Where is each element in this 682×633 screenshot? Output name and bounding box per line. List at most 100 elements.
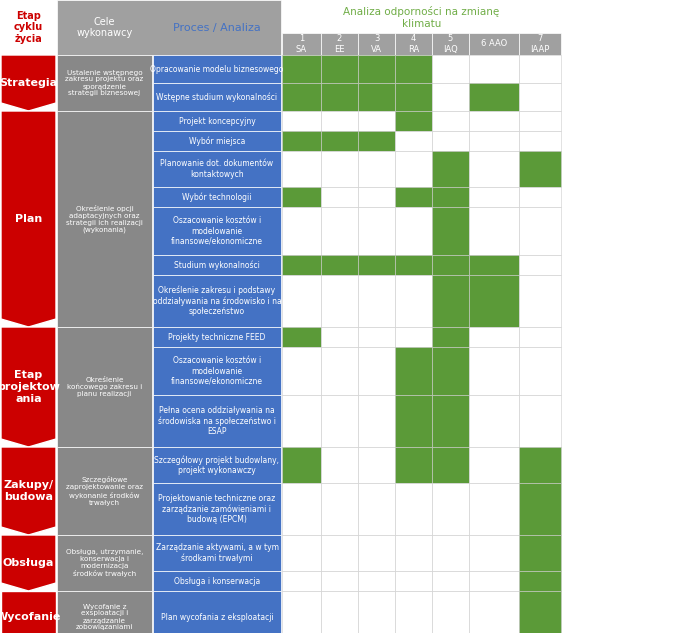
Bar [519,347,561,395]
Bar [395,207,432,255]
Bar [153,395,281,447]
Bar [432,33,469,55]
Text: 5
IAQ: 5 IAQ [443,34,458,54]
Text: 2
EE: 2 EE [334,34,344,54]
Text: 1
SA: 1 SA [296,34,307,54]
Text: Określenie
końcowego zakresu i
planu realizacji: Określenie końcowego zakresu i planu rea… [67,377,142,398]
Bar [321,83,358,111]
Bar [395,55,432,83]
Bar [358,83,395,111]
Bar [282,255,321,275]
Text: Strategia: Strategia [0,78,57,88]
Bar [153,255,281,275]
Bar [153,327,281,347]
Bar [395,571,432,591]
Text: Projektowanie techniczne oraz
zarządzanie zamówieniami i
budową (EPCM): Projektowanie techniczne oraz zarządzani… [158,494,276,524]
Bar [57,327,152,447]
Bar [432,207,469,255]
Polygon shape [1,111,56,327]
Bar [153,151,281,187]
Bar [432,571,469,591]
Bar [358,347,395,395]
Bar [469,255,519,275]
Bar [395,327,432,347]
Bar [469,111,519,131]
Bar [321,395,358,447]
Bar [432,327,469,347]
Polygon shape [1,447,56,535]
Bar [358,111,395,131]
Text: Wycofanie: Wycofanie [0,612,61,622]
Text: Wybór technologii: Wybór technologii [182,192,252,202]
Bar [519,33,561,55]
Bar [282,187,321,207]
Bar [153,131,281,151]
Text: Określenie zakresu i podstawy
oddziaływania na środowisko i na
społeczeństwo: Określenie zakresu i podstawy oddziaływa… [153,285,282,316]
Bar [358,55,395,83]
Bar [57,0,281,55]
Bar [395,395,432,447]
Bar [282,483,321,535]
Bar [282,83,321,111]
Bar [469,207,519,255]
Bar [153,571,281,591]
Bar [282,207,321,255]
Polygon shape [1,591,56,633]
Bar [519,151,561,187]
Bar [519,395,561,447]
Bar [519,571,561,591]
Text: Zakupy/
budowa: Zakupy/ budowa [3,480,54,502]
Bar [358,591,395,633]
Bar [153,483,281,535]
Bar [358,483,395,535]
Bar [432,131,469,151]
Bar [358,535,395,571]
Bar [358,207,395,255]
Bar [469,591,519,633]
Bar [395,447,432,483]
Bar [57,55,152,111]
Bar [469,571,519,591]
Bar [358,327,395,347]
Bar [432,255,469,275]
Bar [358,151,395,187]
Bar [282,55,321,83]
Bar [282,347,321,395]
Bar [519,447,561,483]
Bar [321,111,358,131]
Bar [57,111,152,327]
Bar [282,151,321,187]
Bar [519,131,561,151]
Bar [321,483,358,535]
Bar [395,347,432,395]
Bar [519,255,561,275]
Bar [321,535,358,571]
Text: 3
VA: 3 VA [371,34,382,54]
Text: Studium wykonalności: Studium wykonalności [174,260,260,270]
Bar [469,151,519,187]
Bar [469,535,519,571]
Text: Opracowanie modelu biznesowego: Opracowanie modelu biznesowego [150,65,284,73]
Bar [57,591,152,633]
Bar [519,275,561,327]
Bar [395,111,432,131]
Bar [321,327,358,347]
Bar [519,187,561,207]
Bar [321,33,358,55]
Text: Projekty techniczne FEED: Projekty techniczne FEED [168,332,266,341]
Polygon shape [1,327,56,447]
Bar [153,83,281,111]
Bar [519,207,561,255]
Text: Plan wycofania z eksploatacji: Plan wycofania z eksploatacji [161,613,273,622]
Text: Ustalenie wstępnego
zakresu projektu oraz
sporądzenie
strategii biznesowej: Ustalenie wstępnego zakresu projektu ora… [65,70,144,96]
Text: Etap
cyklu
życia: Etap cyklu życia [14,11,43,44]
Bar [432,83,469,111]
Bar [519,111,561,131]
Bar [519,327,561,347]
Bar [321,151,358,187]
Bar [519,83,561,111]
Text: Określenie opcji
adaptacyjnych oraz
strategii ich realizacji
(wykonania): Określenie opcji adaptacyjnych oraz stra… [66,204,143,233]
Bar [469,187,519,207]
Text: Wycofanie z
exsploatacji i
zarządzanie
zobowiązaniami: Wycofanie z exsploatacji i zarządzanie z… [76,603,133,630]
Bar [432,535,469,571]
